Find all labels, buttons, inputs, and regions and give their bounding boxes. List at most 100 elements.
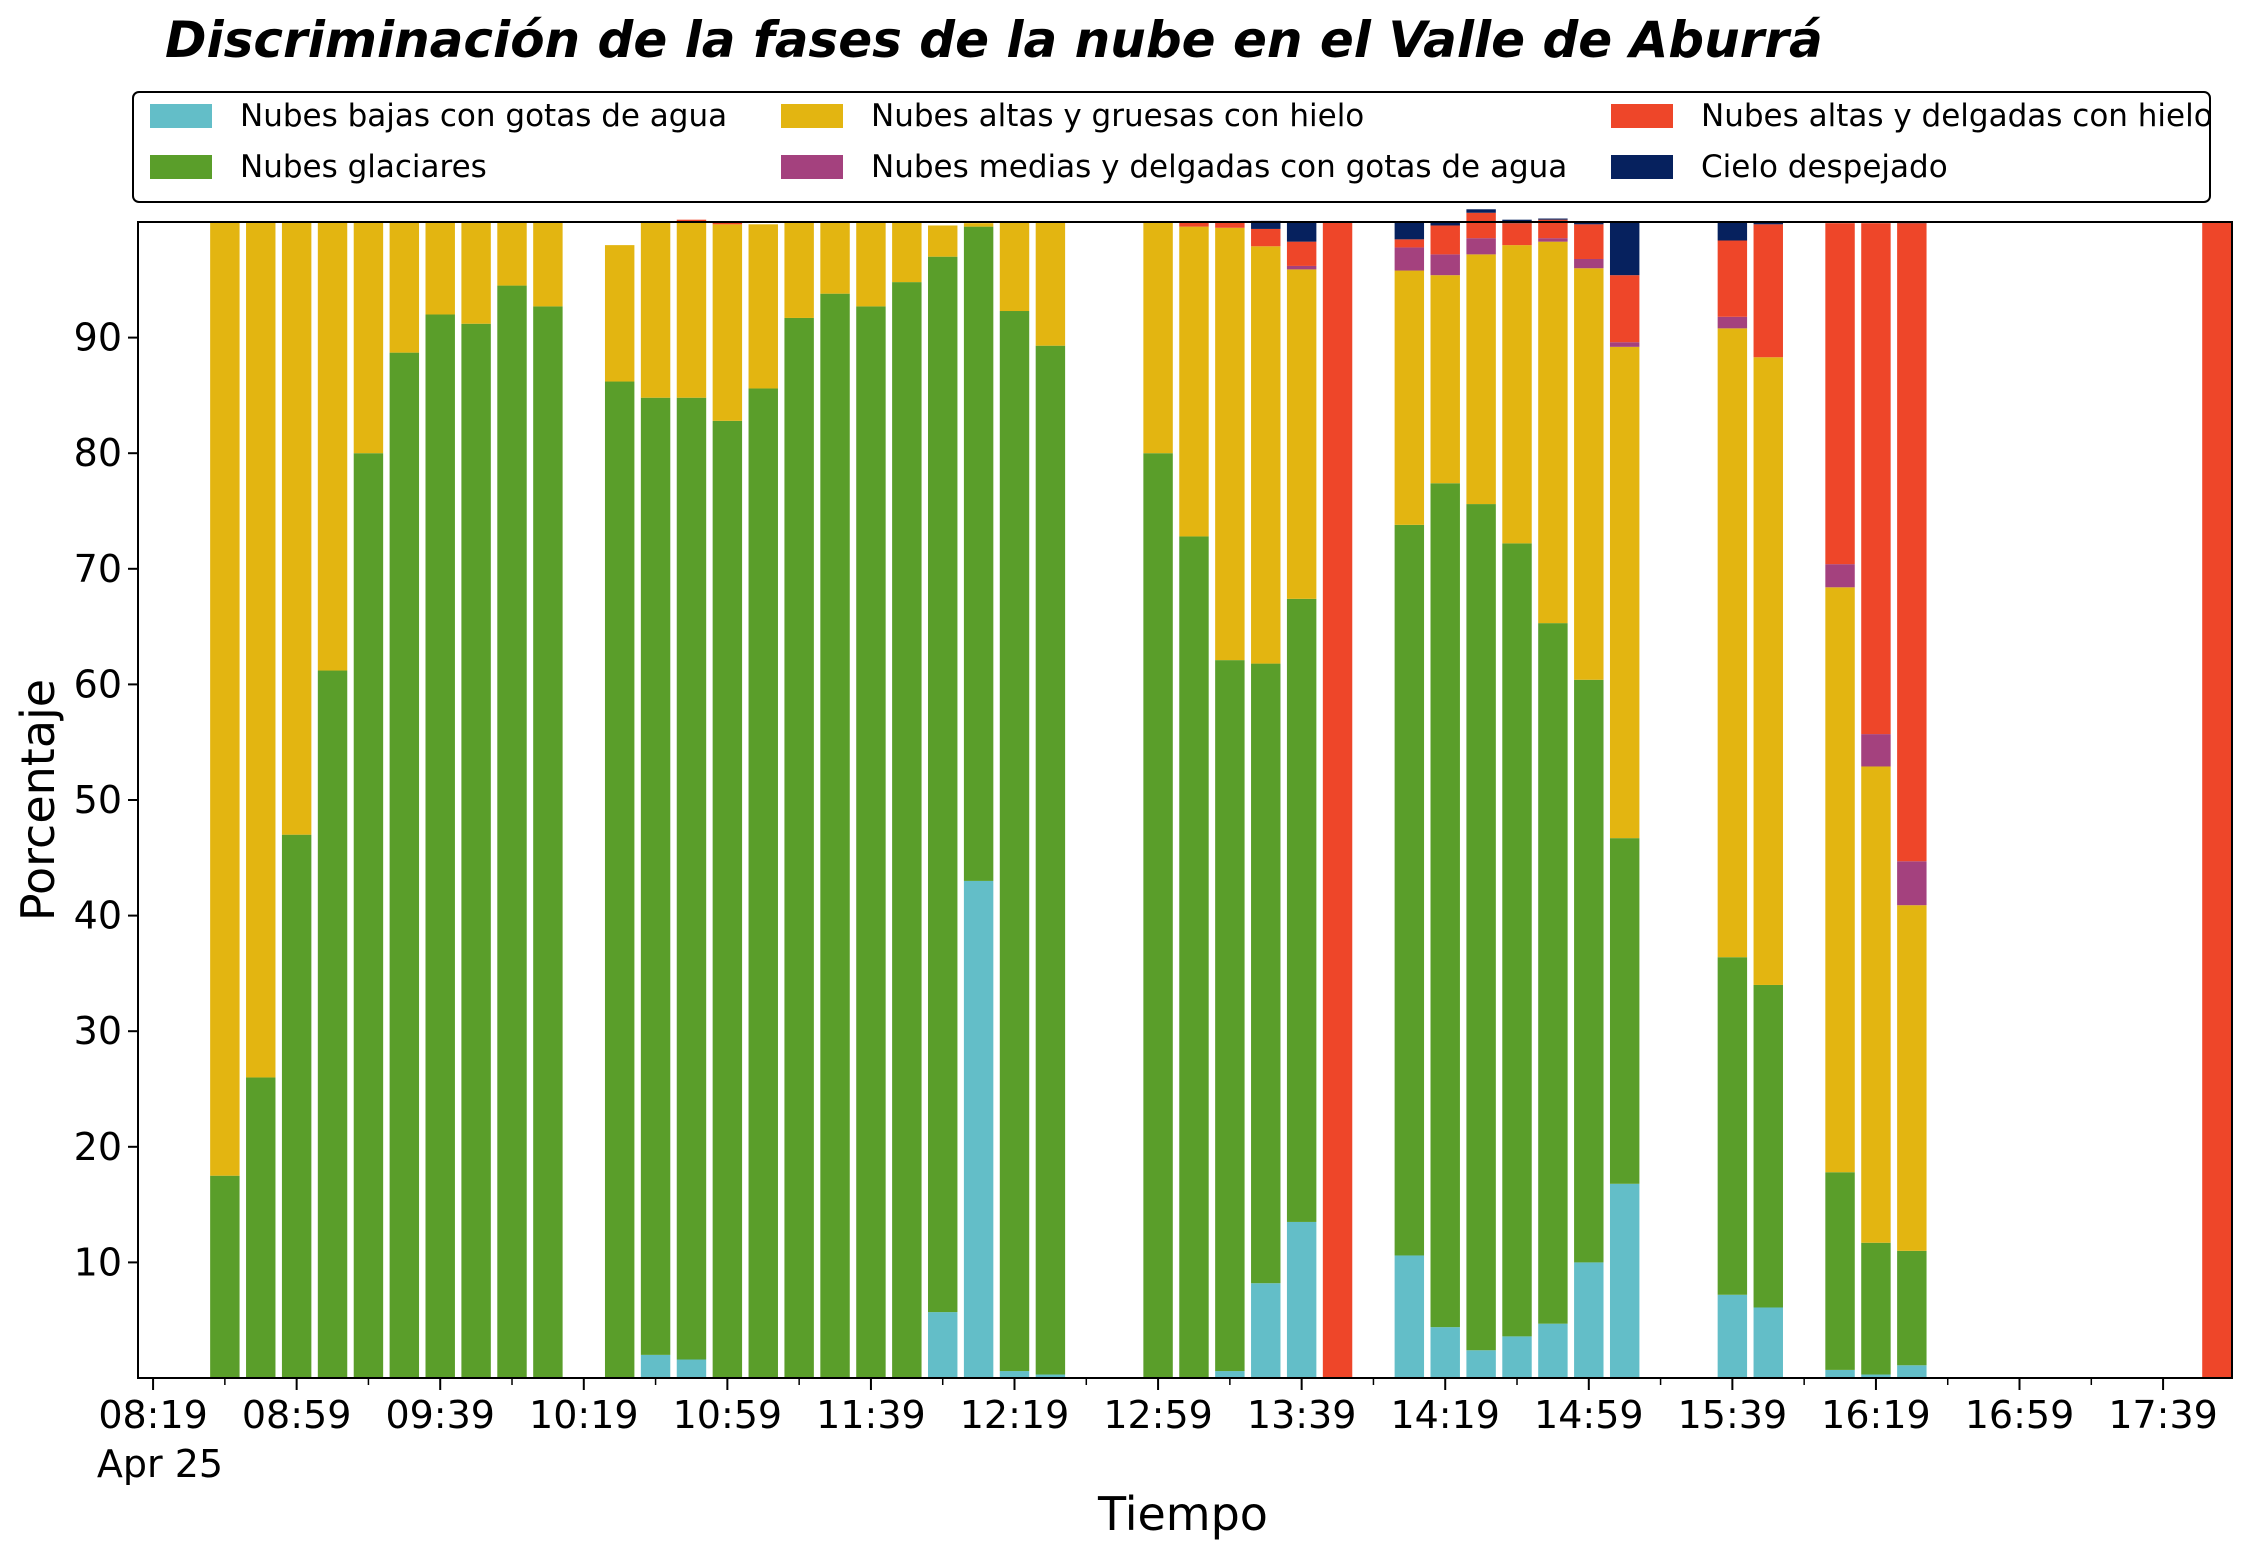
bar-segment-1139-s1 — [856, 306, 886, 1379]
y-tick-label-70: 70 — [74, 547, 122, 591]
bar-segment-1409-s3 — [1394, 247, 1425, 271]
bar-segment-1109-s1 — [748, 388, 778, 1378]
bar-segment-1219-s1 — [999, 311, 1030, 1372]
bar-segment-1159-s1 — [928, 256, 958, 1313]
bar-segment-1509-s4 — [1609, 275, 1640, 343]
x-tick-label-12: 16:19 — [1821, 1393, 1931, 1437]
bar-segment-1539-s1 — [1717, 957, 1748, 1295]
bar-segment-1229-s1 — [1035, 345, 1066, 1375]
bar-segment-1229-s0 — [1035, 1374, 1066, 1378]
bar-segment-1459-s3 — [1574, 258, 1604, 269]
bar-segment-0909-s2 — [317, 222, 348, 671]
bar-segment-1409-s4 — [1394, 239, 1425, 248]
bar-segment-1039-s2 — [640, 222, 671, 398]
bar-segment-1419-s1 — [1430, 483, 1460, 1328]
y-tick-label-80: 80 — [74, 431, 122, 475]
bar-segment-1449-s2 — [1538, 241, 1568, 624]
bar-segment-0859-s1 — [281, 834, 312, 1378]
bar-segment-1439-s1 — [1502, 543, 1532, 1337]
bar-segment-1049-s0 — [676, 1359, 707, 1378]
bar-segment-1509-s0 — [1609, 1183, 1640, 1378]
bar-segment-1319-s4 — [1215, 222, 1245, 228]
bar-segment-1439-s0 — [1502, 1336, 1532, 1378]
x-tick-label-7: 12:59 — [1103, 1393, 1213, 1437]
bar-segment-1339-s5 — [1286, 222, 1317, 242]
bar-segment-1229-s2 — [1035, 222, 1066, 346]
bar-segment-1309-s1 — [1179, 536, 1209, 1378]
bar-segment-1009-s2 — [533, 222, 563, 307]
bar-segment-1629-s2 — [1897, 905, 1927, 1251]
bar-segment-1049-s2 — [676, 222, 707, 398]
bar-segment-1139-s2 — [856, 222, 886, 307]
bar-segment-0839-s1 — [210, 1175, 240, 1378]
legend-box — [132, 91, 2211, 203]
bar-segment-1459-s2 — [1574, 268, 1604, 680]
bar-segment-1509-s1 — [1609, 838, 1640, 1184]
bar-segment-1509-s2 — [1609, 346, 1640, 839]
bar-segment-1459-s1 — [1574, 679, 1604, 1263]
bar-segment-1429-s2 — [1466, 254, 1496, 505]
bar-segment-1549-s5 — [1753, 222, 1783, 225]
bar-segment-0929-s2 — [389, 222, 420, 353]
bar-segment-1429-s0 — [1466, 1350, 1496, 1378]
legend-label-3: Nubes medias y delgadas con gotas de agu… — [871, 149, 1567, 185]
bar-segment-1549-s1 — [1753, 984, 1783, 1308]
bar-segment-1159-s0 — [928, 1312, 958, 1378]
y-axis: 10 20 30 40 50 60 70 80 90 — [74, 316, 138, 1284]
y-tick-label-40: 40 — [74, 894, 122, 938]
bar-segment-1259-s2 — [1143, 222, 1173, 454]
bar-segment-1449-s4 — [1538, 219, 1568, 239]
bar-segment-1449-s5 — [1538, 218, 1568, 220]
y-axis-label: Porcentaje — [11, 679, 65, 921]
bar-segment-1754-s4 — [2202, 222, 2232, 1378]
legend-swatch-3 — [781, 155, 843, 179]
y-tick-label-20: 20 — [74, 1125, 122, 1169]
bar-segment-0929-s1 — [389, 352, 420, 1379]
x-tick-label-9: 14:19 — [1390, 1393, 1500, 1437]
bar-segment-1609-s1 — [1825, 1172, 1855, 1370]
legend-label-5: Cielo despejado — [1701, 149, 1948, 185]
bar-segment-1609-s2 — [1825, 587, 1855, 1173]
bar-segment-1609-s4 — [1825, 223, 1855, 565]
legend-swatch-1 — [150, 155, 212, 179]
bar-segment-1339-s4 — [1286, 241, 1317, 266]
bar-segment-1629-s1 — [1897, 1250, 1927, 1366]
x-tick-label-6: 12:19 — [960, 1393, 1070, 1437]
bar-segment-0919-s2 — [353, 222, 384, 454]
x-tick-label-5: 11:39 — [816, 1393, 926, 1437]
y-tick-label-90: 90 — [74, 316, 122, 360]
x-tick-label-2: 09:39 — [385, 1393, 495, 1437]
bar-segment-1309-s4 — [1179, 222, 1209, 227]
legend-label-1: Nubes glaciares — [240, 149, 487, 185]
bar-segment-1319-s0 — [1215, 1371, 1245, 1378]
bar-segment-1009-s1 — [533, 306, 563, 1379]
bar-segment-1149-s1 — [892, 282, 922, 1378]
bar-segment-1509-s5 — [1609, 222, 1640, 276]
y-tick-label-30: 30 — [74, 1009, 122, 1053]
bar-segment-1429-s5 — [1466, 209, 1496, 213]
bar-segment-0859-s2 — [281, 222, 312, 835]
bar-segment-0959-s2 — [497, 222, 527, 286]
bar-segment-1619-s2 — [1861, 766, 1891, 1243]
bar-segment-0909-s1 — [317, 670, 348, 1378]
bar-segment-1539-s5 — [1717, 222, 1748, 241]
bar-segment-1049-s1 — [676, 397, 707, 1360]
bar-segment-1409-s2 — [1394, 270, 1425, 525]
bar-segment-1619-s0 — [1861, 1374, 1891, 1378]
bar-segment-1609-s0 — [1825, 1369, 1855, 1378]
bar-segment-1429-s3 — [1466, 238, 1496, 255]
bar-segment-1409-s1 — [1394, 524, 1425, 1256]
bar-segment-1259-s1 — [1143, 453, 1173, 1378]
bar-segment-1629-s0 — [1897, 1365, 1927, 1378]
bar-segment-1449-s1 — [1538, 623, 1568, 1324]
legend-swatch-4 — [1611, 104, 1673, 128]
bar-segment-1539-s0 — [1717, 1294, 1748, 1378]
bar-segment-1329-s2 — [1251, 246, 1281, 664]
bar-segment-1349-s4 — [1322, 222, 1353, 1378]
bar-segment-1429-s1 — [1466, 504, 1496, 1351]
bars — [210, 209, 2232, 1379]
bar-segment-1549-s4 — [1753, 224, 1783, 358]
bar-segment-1129-s1 — [820, 293, 850, 1378]
legend-label-0: Nubes bajas con gotas de agua — [240, 98, 727, 134]
x-axis-label: Tiempo — [1097, 1487, 1268, 1541]
